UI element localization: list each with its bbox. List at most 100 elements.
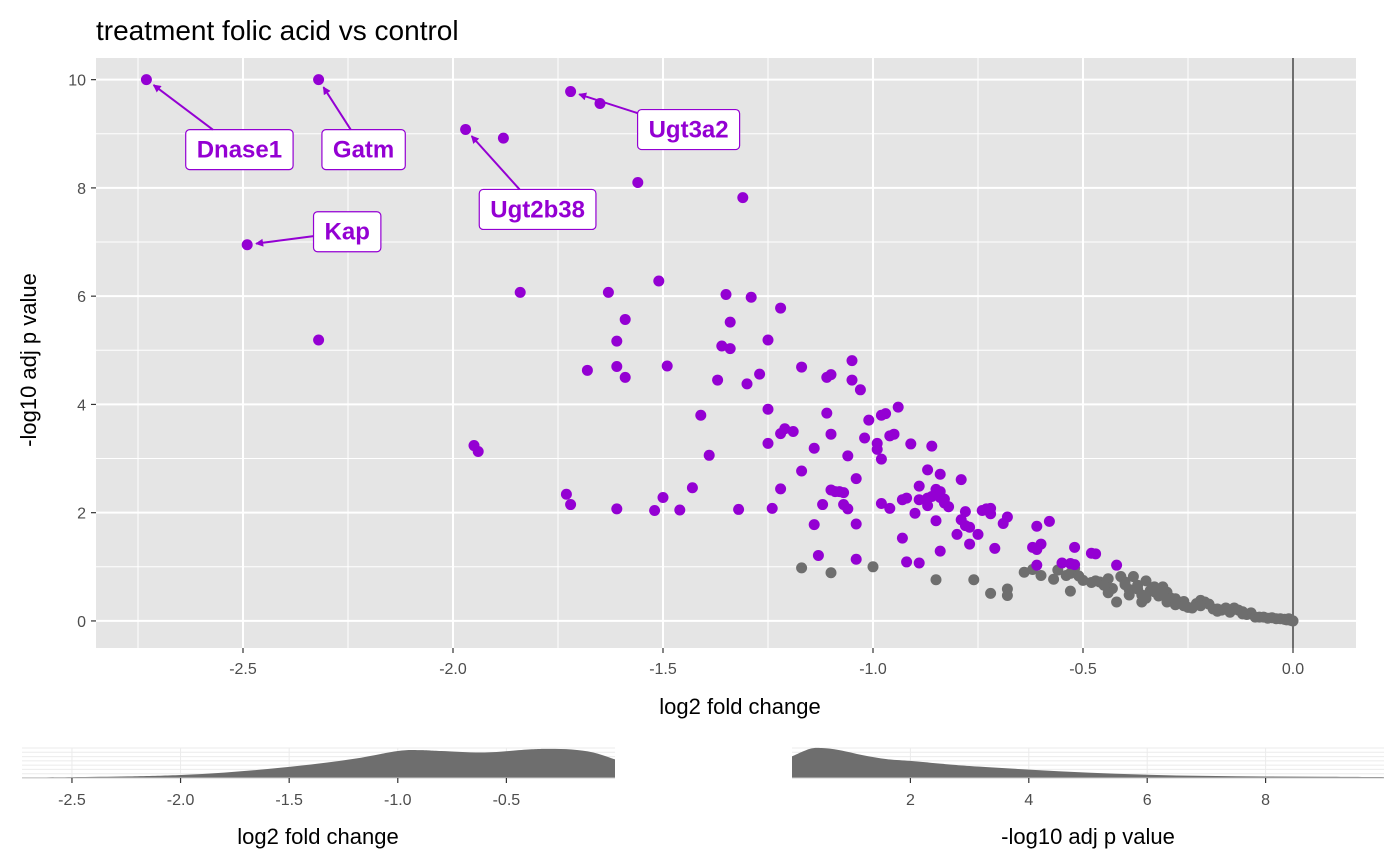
significant-point [985,502,997,514]
significant-point [1043,515,1055,527]
significant-point [951,528,963,540]
pvalue-density-panel: 2 4 6 8 [792,747,1384,809]
significant-point [460,123,472,135]
significant-point [934,545,946,557]
significant-point [922,492,934,504]
significant-point [1031,559,1043,571]
nonsignificant-point [1140,575,1152,587]
significant-point [896,494,908,506]
significant-point [825,428,837,440]
nonsignificant-point [1119,579,1131,591]
log2fc-tick-label: -1.0 [384,792,412,809]
gene-label-box [321,129,406,171]
significant-point [972,528,984,540]
x-axis-title: log2 fold change [659,694,820,719]
nonsignificant-point [968,574,980,586]
nonsignificant-point [1064,585,1076,597]
significant-point [934,468,946,480]
gene-label-arrow [322,86,352,131]
nonsignificant-point [1211,603,1223,615]
x-tick-label: -1.5 [649,661,677,678]
log2fc-density-panel: -2.5 -2.0 -1.5 -1.0 -0.5 [22,747,615,809]
gene-label-box [312,211,382,253]
significant-point [472,446,484,458]
significant-point [905,438,917,450]
significant-point [602,286,614,298]
nonsignificant-point [1161,596,1173,608]
significant-point [875,497,887,509]
nonsignificant-point [1123,589,1135,601]
nonsignificant-point [1090,575,1102,587]
nonsignificant-point [867,561,879,573]
nonsignificant-point [930,574,942,586]
chart-title: treatment folic acid vs control [96,15,459,46]
gene-label-box [636,108,741,151]
pvalue-tick-label: 4 [1024,792,1033,809]
gene-label-text: Ugt3a2 [649,117,729,144]
significant-point [674,504,686,516]
significant-point [703,449,715,461]
significant-point [611,361,623,373]
log2fc-density-area [22,748,615,778]
significant-point [565,86,577,98]
y-tick-label: 6 [77,289,86,306]
significant-point [1090,548,1102,560]
gene-label-box [185,129,294,171]
significant-point [737,192,749,204]
gene-label-text: Dnase1 [197,137,282,164]
pvalue-density-area [792,747,1384,778]
significant-point [909,507,921,519]
significant-point [649,505,661,517]
nonsignificant-point [1132,583,1144,595]
significant-point [514,286,526,298]
gene-label-kap: Kap [255,211,382,253]
y-tick-label: 4 [77,397,86,414]
significant-point [787,425,799,437]
significant-point [779,423,791,435]
significant-point [775,302,787,314]
significant-point [842,503,854,515]
significant-point [560,488,572,500]
nonsignificant-point [1178,600,1190,612]
significant-point [964,521,976,533]
nonsignificant-point [1237,606,1249,618]
significant-point [796,465,808,477]
significant-point [850,473,862,485]
significant-point [955,474,967,486]
x-tick-label: 0.0 [1282,661,1304,678]
significant-point [611,503,623,515]
gene-label-ugt2b38: Ugt2b38 [470,135,597,231]
significant-point [892,401,904,413]
nonsignificant-point [1018,566,1030,578]
gene-label-arrow [152,84,214,131]
log2fc-tick-label: -2.0 [167,792,195,809]
gene-label-dnase1: Dnase1 [152,84,294,171]
nonsignificant-point [1077,574,1089,586]
volcano-plot-panel: -2.5 -2.0 -1.5 -1.0 -0.5 0.0 0 2 4 6 8 10 Dnase1 Gatm… [68,58,1356,678]
significant-point [497,132,509,144]
significant-point [989,542,1001,554]
significant-point [581,364,593,376]
nonsignificant-point [1157,588,1169,600]
significant-point [850,553,862,565]
panel-background [96,58,1356,648]
nonsignificant-point [1169,599,1181,611]
significant-point [913,557,925,569]
y-tick-label: 2 [77,506,86,523]
significant-point [313,334,325,346]
gene-label-ugt3a2: Ugt3a2 [578,92,741,151]
nonsignificant-point [1048,573,1060,585]
significant-point [565,499,577,511]
x-tick-label: -2.0 [439,661,467,678]
significant-point [930,515,942,527]
significant-point [775,483,787,495]
gene-label-arrow [578,92,638,115]
gene-label-text: Ugt2b38 [490,196,585,223]
significant-point [766,502,778,514]
significant-point [808,442,820,454]
significant-point [241,239,253,251]
significant-point [741,378,753,390]
significant-point [762,403,774,415]
significant-point [808,519,820,531]
